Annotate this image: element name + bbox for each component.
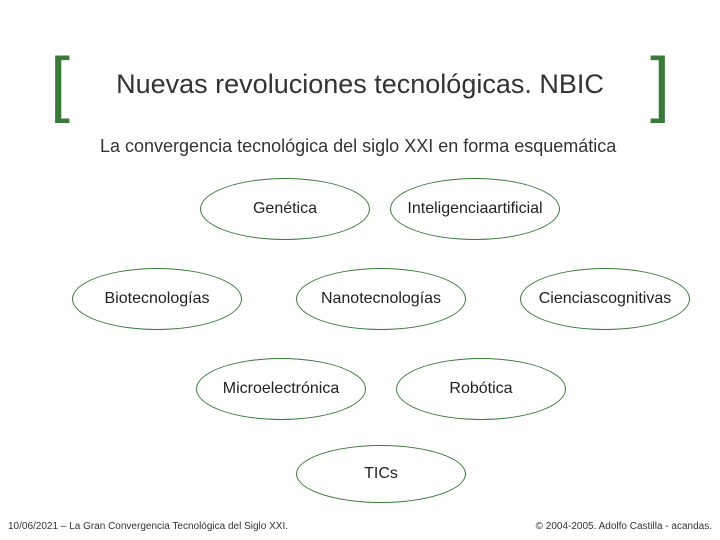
node-cogn: Cienciascognitivas bbox=[520, 268, 690, 330]
footer-right: © 2004-2005. Adolfo Castilla - acandas. bbox=[536, 521, 712, 532]
subtitle: La convergencia tecnológica del siglo XX… bbox=[100, 136, 660, 157]
node-tics: TICs bbox=[296, 445, 466, 503]
convergence-diagram: Genética Inteligenciaartificial Biotecnolo… bbox=[0, 160, 720, 500]
node-genetica: Genética bbox=[200, 178, 370, 240]
node-robotica: Robótica bbox=[396, 358, 566, 420]
footer-left: 10/06/2021 – La Gran Convergencia Tecnol… bbox=[8, 521, 288, 532]
node-biotec: Biotecnologías bbox=[72, 268, 242, 330]
bracket-close-icon: ] bbox=[650, 56, 670, 114]
node-ia: Inteligenciaartificial bbox=[390, 178, 560, 240]
title-bar: [ Nuevas revoluciones tecnológicas. NBIC… bbox=[50, 56, 670, 114]
bracket-open-icon: [ bbox=[50, 56, 70, 114]
node-nanotec: Nanotecnologías bbox=[296, 268, 466, 330]
node-microe: Microelectrónica bbox=[196, 358, 366, 420]
page-title: Nuevas revoluciones tecnológicas. NBIC bbox=[70, 69, 650, 100]
